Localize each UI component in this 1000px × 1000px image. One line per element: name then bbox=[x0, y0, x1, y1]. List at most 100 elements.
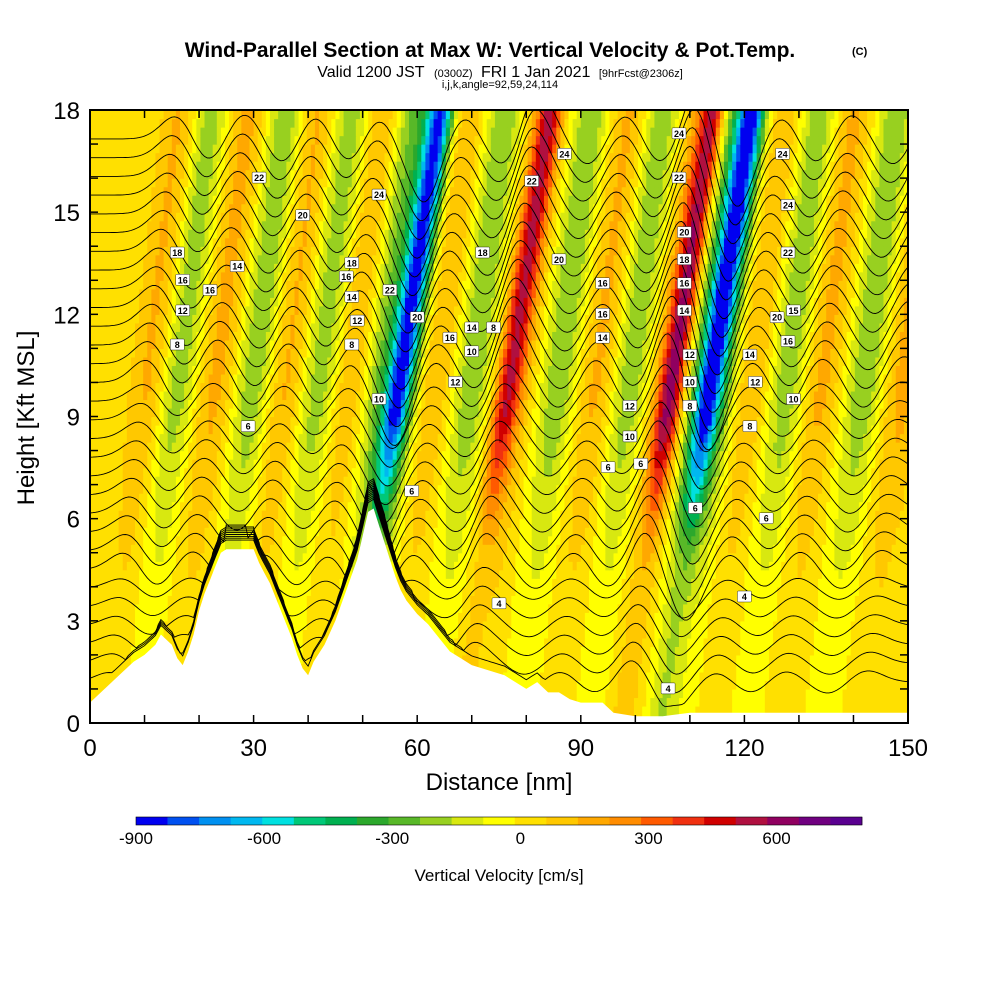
field-cell bbox=[339, 595, 345, 605]
field-cell bbox=[306, 603, 312, 613]
field-cell bbox=[110, 620, 116, 630]
field-cell bbox=[462, 544, 467, 554]
field-cell bbox=[678, 552, 684, 562]
field-cell bbox=[147, 518, 152, 528]
field-cell bbox=[863, 620, 868, 630]
field-cell bbox=[233, 527, 238, 537]
field-cell bbox=[588, 688, 594, 699]
field-cell bbox=[421, 578, 426, 588]
field-cell bbox=[695, 603, 701, 613]
field-cell bbox=[830, 629, 835, 639]
field-cell bbox=[773, 552, 778, 562]
field-cell bbox=[903, 612, 908, 622]
field-cell bbox=[805, 569, 811, 579]
field-cell bbox=[192, 544, 197, 554]
field-cell bbox=[638, 561, 643, 571]
field-cell bbox=[159, 612, 165, 622]
field-cell bbox=[903, 578, 908, 588]
field-cell bbox=[106, 527, 112, 537]
field-cell bbox=[826, 612, 831, 622]
field-cell bbox=[662, 518, 668, 528]
field-cell bbox=[891, 663, 897, 673]
field-cell bbox=[576, 663, 582, 673]
field-cell bbox=[899, 569, 905, 579]
field-cell bbox=[842, 646, 848, 656]
field-cell bbox=[323, 510, 328, 520]
field-cell bbox=[662, 586, 668, 596]
field-cell bbox=[629, 561, 635, 571]
field-cell bbox=[879, 578, 885, 588]
field-cell bbox=[335, 518, 341, 528]
field-cell bbox=[621, 671, 627, 682]
field-cell bbox=[764, 569, 770, 579]
field-cell bbox=[409, 578, 414, 588]
field-cell bbox=[580, 680, 586, 690]
field-cell bbox=[752, 510, 758, 520]
field-cell bbox=[171, 629, 177, 639]
field-cell bbox=[777, 671, 782, 682]
field-cell bbox=[850, 654, 856, 664]
field-cell bbox=[728, 629, 733, 639]
field-cell bbox=[584, 535, 590, 545]
field-cell bbox=[184, 561, 189, 571]
field-cell bbox=[646, 544, 651, 554]
field-cell bbox=[699, 646, 705, 656]
field-cell bbox=[90, 637, 95, 647]
field-cell bbox=[678, 637, 684, 647]
field-cell bbox=[192, 552, 197, 562]
field-cell bbox=[756, 671, 762, 682]
field-cell bbox=[899, 552, 905, 562]
field-cell bbox=[617, 671, 623, 682]
field-cell bbox=[462, 569, 467, 579]
field-cell bbox=[768, 688, 774, 699]
field-cell bbox=[646, 535, 651, 545]
field-cell bbox=[548, 646, 553, 656]
field-cell bbox=[106, 518, 112, 528]
field-cell bbox=[650, 671, 656, 682]
field-cell bbox=[102, 535, 107, 545]
field-cell bbox=[760, 561, 766, 571]
field-cell bbox=[887, 629, 893, 639]
field-cell bbox=[813, 552, 819, 562]
field-cell bbox=[895, 663, 901, 673]
field-cell bbox=[126, 620, 132, 630]
field-cell bbox=[785, 629, 790, 639]
field-cell bbox=[568, 688, 574, 699]
field-cell bbox=[155, 595, 161, 605]
field-cell bbox=[572, 518, 578, 528]
field-cell bbox=[732, 518, 737, 528]
field-cell bbox=[163, 578, 169, 588]
field-cell bbox=[678, 527, 684, 537]
field-cell bbox=[736, 569, 741, 579]
field-cell bbox=[204, 544, 210, 554]
field-cell bbox=[650, 620, 656, 630]
field-cell bbox=[437, 552, 443, 562]
field-cell bbox=[785, 688, 790, 699]
field-cell bbox=[719, 663, 725, 673]
field-cell bbox=[822, 620, 827, 630]
field-cell bbox=[805, 646, 811, 656]
field-cell bbox=[711, 629, 717, 639]
field-cell bbox=[642, 552, 647, 562]
field-cell bbox=[466, 629, 471, 639]
field-cell bbox=[535, 569, 541, 579]
field-cell bbox=[785, 654, 790, 664]
field-cell bbox=[433, 595, 439, 605]
field-cell bbox=[126, 510, 132, 520]
field-cell bbox=[331, 518, 336, 528]
field-cell bbox=[466, 510, 471, 520]
field-cell bbox=[184, 527, 189, 537]
field-cell bbox=[895, 671, 901, 682]
field-cell bbox=[531, 629, 537, 639]
field-cell bbox=[711, 586, 717, 596]
field-cell bbox=[617, 620, 623, 630]
field-cell bbox=[707, 680, 713, 690]
field-cell bbox=[650, 595, 656, 605]
field-cell bbox=[576, 688, 582, 699]
field-cell bbox=[507, 578, 512, 588]
field-cell bbox=[699, 637, 705, 647]
field-cell bbox=[171, 527, 177, 537]
field-cell bbox=[666, 569, 672, 579]
field-cell bbox=[891, 603, 897, 613]
field-cell bbox=[662, 561, 668, 571]
